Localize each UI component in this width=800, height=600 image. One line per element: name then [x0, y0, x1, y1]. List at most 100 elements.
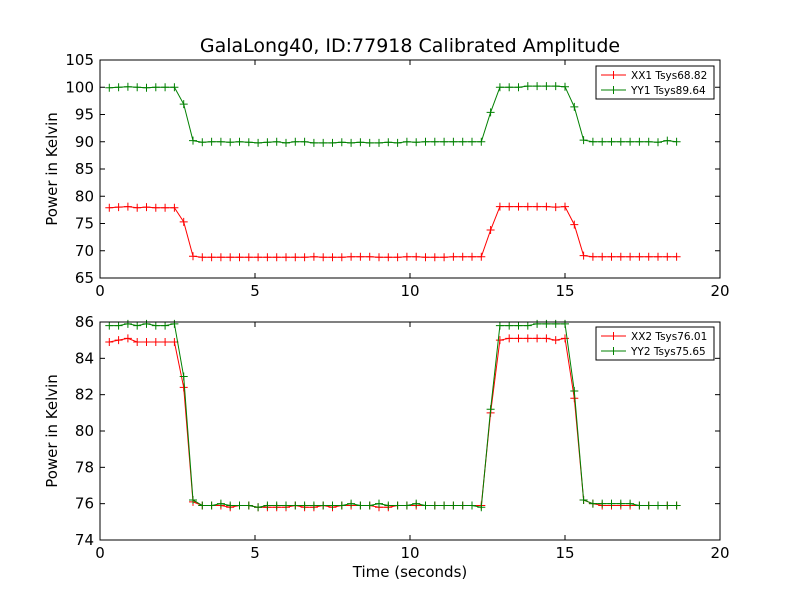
- data-point-marker: [561, 82, 569, 91]
- data-point-marker: [533, 82, 542, 91]
- series-yy: [105, 82, 681, 147]
- data-point-marker: [402, 501, 411, 510]
- data-point-marker: [421, 253, 430, 262]
- data-point-marker: [588, 252, 597, 261]
- legend-swatch-marker: [609, 332, 618, 340]
- data-point-marker: [477, 252, 486, 261]
- data-point-marker: [477, 137, 486, 146]
- data-point-marker: [375, 253, 383, 262]
- data-point-marker: [254, 138, 263, 147]
- data-point-marker: [105, 337, 114, 346]
- data-point-marker: [170, 83, 179, 92]
- data-point-marker: [468, 252, 476, 261]
- data-point-marker: [244, 138, 253, 147]
- data-point-marker: [244, 501, 253, 510]
- data-point-marker: [654, 252, 662, 261]
- legend-label: YY2 Tsys75.65: [630, 346, 706, 358]
- legend: XX2 Tsys76.01 YY2 Tsys75.65: [595, 326, 715, 361]
- data-point-marker: [226, 501, 235, 510]
- data-point-marker: [588, 137, 597, 146]
- data-point-marker: [161, 321, 170, 330]
- data-point-marker: [319, 253, 328, 262]
- data-point-marker: [189, 136, 197, 145]
- data-point-marker: [384, 253, 393, 262]
- data-point-marker: [421, 137, 430, 146]
- data-point-marker: [412, 138, 421, 147]
- data-point-marker: [551, 319, 560, 328]
- bottom-chart-panel: 0 5 10 15 20 74 76 78 80 82 84 86 Power in Kelvin XX2…: [43, 313, 730, 562]
- data-point-marker: [533, 202, 542, 211]
- data-point-marker: [123, 334, 132, 343]
- data-point-marker: [365, 252, 374, 261]
- data-point-marker: [384, 501, 393, 510]
- data-point-marker: [449, 252, 458, 261]
- data-point-marker: [635, 252, 644, 261]
- data-point-marker: [282, 253, 290, 262]
- data-point-marker: [375, 138, 383, 147]
- data-point-marker: [347, 252, 356, 261]
- data-point-marker: [626, 252, 635, 261]
- data-point-marker: [263, 253, 272, 262]
- y-tick-label: 86: [75, 313, 94, 331]
- data-point-marker: [468, 501, 476, 510]
- data-point-marker: [347, 138, 356, 147]
- legend-swatch-marker: [609, 347, 618, 355]
- data-point-marker: [179, 217, 188, 226]
- data-point-marker: [309, 501, 318, 510]
- data-point-marker: [421, 501, 430, 510]
- data-point-marker: [207, 137, 216, 146]
- data-point-marker: [644, 137, 653, 146]
- x-tick-label: 0: [95, 282, 105, 300]
- data-point-marker: [114, 336, 123, 345]
- data-point-marker: [207, 253, 216, 262]
- data-point-marker: [170, 337, 179, 346]
- data-point-marker: [579, 251, 588, 260]
- data-point-marker: [235, 501, 244, 510]
- data-point-marker: [663, 252, 672, 261]
- data-point-marker: [430, 253, 439, 262]
- data-point-marker: [244, 253, 253, 262]
- data-point-marker: [142, 203, 151, 212]
- data-point-marker: [505, 83, 514, 92]
- y-tick-label: 105: [65, 51, 94, 69]
- data-point-marker: [133, 203, 142, 212]
- data-point-marker: [356, 501, 365, 510]
- data-point-marker: [486, 405, 495, 414]
- data-point-marker: [570, 220, 579, 229]
- data-point-marker: [533, 319, 542, 328]
- data-point-marker: [151, 83, 160, 92]
- y-tick-label: 80: [75, 422, 94, 440]
- data-point-marker: [672, 137, 681, 146]
- data-point-marker: [514, 202, 523, 211]
- y-tick-label: 70: [75, 242, 94, 260]
- x-tick-label: 15: [555, 544, 574, 562]
- data-point-marker: [588, 499, 597, 508]
- x-tick-label: 5: [250, 282, 260, 300]
- data-point-marker: [561, 202, 569, 211]
- data-point-marker: [672, 501, 681, 510]
- legend-box: [595, 326, 715, 361]
- data-point-marker: [644, 252, 653, 261]
- data-point-marker: [430, 501, 439, 510]
- data-point-marker: [663, 136, 672, 145]
- data-point-marker: [542, 82, 551, 91]
- data-point-marker: [412, 499, 421, 508]
- data-point-marker: [579, 496, 588, 505]
- data-point-marker: [570, 387, 579, 396]
- data-point-marker: [226, 138, 235, 147]
- data-point-marker: [272, 253, 281, 262]
- data-point-marker: [533, 334, 542, 343]
- data-point-marker: [672, 252, 681, 261]
- data-point-marker: [151, 203, 160, 212]
- data-point-marker: [393, 253, 402, 262]
- data-point-marker: [523, 321, 532, 330]
- data-point-marker: [495, 202, 504, 211]
- series-xx: [105, 202, 681, 262]
- data-point-marker: [263, 138, 272, 147]
- plot-frame: [99, 59, 721, 279]
- data-point-marker: [449, 137, 458, 146]
- x-axis-title: Time (seconds): [352, 563, 468, 581]
- data-point-marker: [179, 100, 188, 109]
- y-tick-label: 95: [75, 106, 94, 124]
- series-yy: [105, 319, 681, 512]
